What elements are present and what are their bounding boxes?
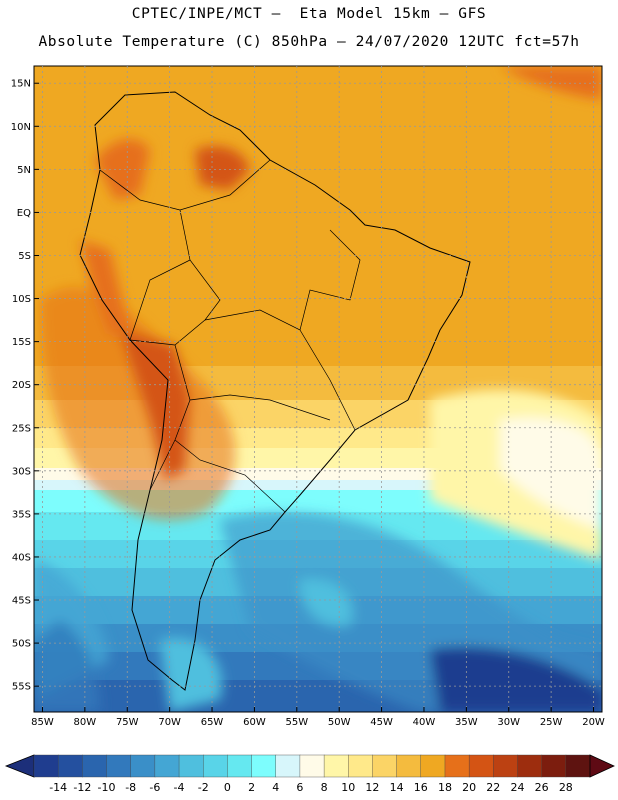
lat-tick-label: 45S — [12, 596, 31, 607]
lat-tick-label: 25S — [12, 423, 31, 434]
colorbar-swatch — [517, 754, 543, 778]
lat-tick-label: 50S — [12, 639, 31, 650]
colorbar-swatch — [203, 754, 228, 778]
colorbar-label: 4 — [272, 781, 279, 794]
colorbar-swatch — [106, 754, 132, 778]
colorbar-swatch — [82, 754, 108, 778]
lon-tick-label: 60W — [243, 717, 266, 728]
lat-tick-label: 20S — [12, 380, 31, 391]
colorbar-swatch — [251, 754, 277, 778]
colorbar-label: -14 — [49, 781, 67, 794]
colorbar-swatch — [372, 754, 398, 778]
colorbar-label: 10 — [341, 781, 355, 794]
lon-tick-label: 50W — [328, 717, 351, 728]
lat-tick-label: 5S — [18, 251, 31, 262]
colorbar-swatch — [33, 754, 59, 778]
lat-tick-label: 15S — [12, 337, 31, 348]
lon-tick-label: 65W — [201, 717, 224, 728]
colorbar-label: 16 — [414, 781, 428, 794]
colorbar-swatch — [178, 754, 204, 778]
latitude-labels: 15N 10N 5N EQ 5S 10S 15S 20S 25S 30S 35S 40S 45S 50S 5… — [11, 79, 31, 693]
lat-tick-label: 15N — [11, 79, 31, 90]
colorbar-label: 28 — [559, 781, 573, 794]
lon-tick-label: 25W — [540, 717, 563, 728]
colorbar-label: 2 — [248, 781, 255, 794]
lon-tick-label: 35W — [455, 717, 478, 728]
chart-title: CPTEC/INPE/MCT – Eta Model 15km – GFS — [131, 6, 487, 22]
colorbar-label: 8 — [321, 781, 328, 794]
lon-tick-label: 55W — [285, 717, 308, 728]
lat-tick-label: 55S — [12, 682, 31, 693]
lon-tick-label: 20W — [582, 717, 605, 728]
colorbar-swatch — [130, 754, 156, 778]
colorbar-swatch — [57, 754, 83, 778]
colorbar-swatch — [444, 754, 470, 778]
colorbar-swatch — [227, 754, 253, 778]
colorbar: -14 -12 -10 -8 -6 -4 -2 0 2 4 6 8 10 12 14 16 18 20 22 24 26… — [4, 754, 615, 794]
colorbar-swatch — [420, 754, 446, 778]
colorbar-label: 22 — [486, 781, 500, 794]
colorbar-label: 0 — [224, 781, 231, 794]
colorbar-swatch — [275, 754, 301, 778]
colorbar-under-arrow — [4, 754, 35, 778]
colorbar-swatch — [348, 754, 373, 778]
lon-tick-label: 30W — [497, 717, 520, 728]
longitude-labels: 85W 80W 75W 70W 65W 60W 55W 50W 45W 40W 35W 30W 25W 2… — [31, 717, 605, 728]
colorbar-label: 24 — [510, 781, 524, 794]
colorbar-swatch — [299, 754, 325, 778]
colorbar-swatch — [541, 754, 567, 778]
colorbar-over-arrow — [589, 754, 615, 778]
colorbar-swatch — [565, 754, 591, 778]
colorbar-label: 14 — [390, 781, 404, 794]
colorbar-label: -6 — [149, 781, 160, 794]
lon-tick-label: 45W — [370, 717, 393, 728]
lon-tick-label: 40W — [413, 717, 436, 728]
colorbar-label: 6 — [296, 781, 303, 794]
chart-subtitle: Absolute Temperature (C) 850hPa – 24/07/… — [38, 34, 580, 50]
country-borders — [99, 159, 361, 513]
colorbar-swatch — [493, 754, 518, 778]
lat-tick-label: 30S — [12, 466, 31, 477]
colorbar-swatch — [154, 754, 180, 778]
gridlines — [34, 66, 602, 712]
temperature-field — [34, 66, 602, 712]
lat-tick-label: 35S — [12, 509, 31, 520]
lon-tick-label: 75W — [116, 717, 139, 728]
colorbar-swatch — [396, 754, 422, 778]
colorbar-swatch — [468, 754, 494, 778]
lat-tick-label: EQ — [17, 208, 31, 219]
colorbar-label: 12 — [365, 781, 379, 794]
lon-tick-label: 80W — [74, 717, 97, 728]
lat-tick-label: 5N — [17, 165, 31, 176]
colorbar-label: 26 — [535, 781, 549, 794]
colorbar-label: -2 — [198, 781, 209, 794]
lon-tick-label: 85W — [31, 717, 54, 728]
colorbar-label: 20 — [462, 781, 476, 794]
map-frame — [33, 65, 603, 713]
lat-tick-label: 10N — [11, 122, 31, 133]
colorbar-label: -4 — [174, 781, 185, 794]
colorbar-swatch — [323, 754, 349, 778]
lat-tick-label: 10S — [12, 294, 31, 305]
colorbar-label: -8 — [125, 781, 136, 794]
colorbar-label: -10 — [98, 781, 116, 794]
lat-tick-label: 40S — [12, 552, 31, 563]
colorbar-label: 18 — [438, 781, 452, 794]
colorbar-label: -12 — [73, 781, 91, 794]
lon-tick-label: 70W — [158, 717, 181, 728]
